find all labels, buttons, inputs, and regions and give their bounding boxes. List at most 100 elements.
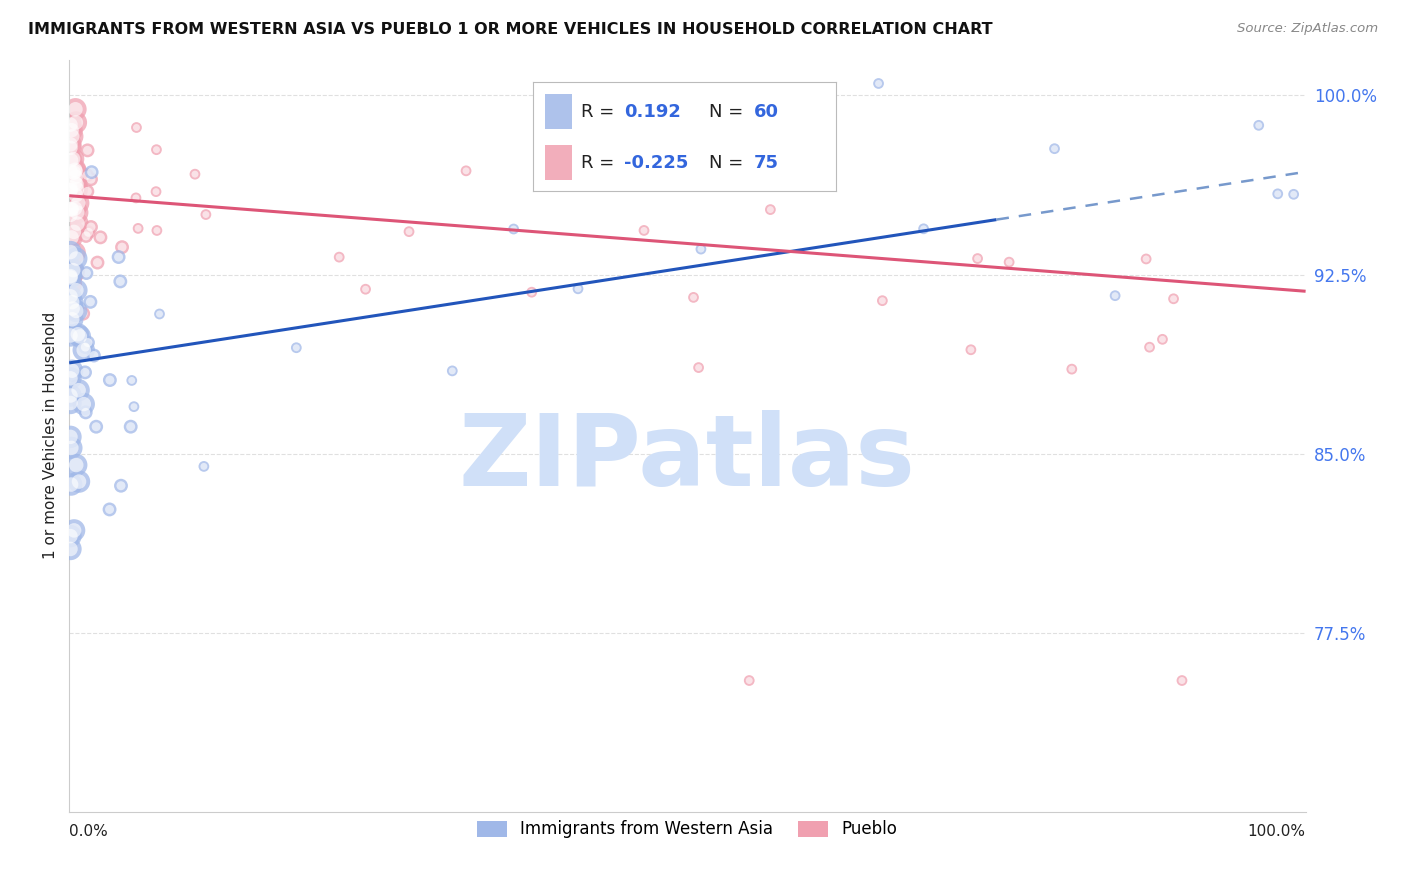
Point [59,270,82,285]
Point [59,388,82,402]
Point [76,144,98,158]
Point [285,341,308,355]
Point [59,208,82,222]
Point [63,202,86,216]
Point [59,289,82,303]
Point [1171,673,1194,688]
Point [127,221,149,235]
Point [89,230,111,244]
Point [1163,292,1185,306]
Point [62,265,84,279]
Point [1152,332,1174,346]
Text: 100.0%: 100.0% [1247,824,1306,838]
Point [1282,187,1305,202]
Point [690,242,713,256]
Point [688,360,710,375]
Point [66,205,89,219]
Point [60,202,83,217]
Point [59,529,82,543]
Legend: Immigrants from Western Asia, Pueblo: Immigrants from Western Asia, Pueblo [471,814,904,845]
Point [67,475,90,489]
Point [63,162,86,177]
Point [67,475,90,489]
Point [59,371,82,385]
Point [63,166,86,180]
Point [60,129,83,144]
Point [194,208,217,222]
Point [759,202,782,217]
Point [59,396,82,410]
Point [69,329,91,343]
Point [520,285,543,300]
Text: 0.0%: 0.0% [69,824,108,838]
Point [59,541,82,556]
Point [502,222,524,236]
Point [398,225,420,239]
Point [73,365,96,379]
Point [80,172,103,186]
Point [59,137,82,152]
Point [111,240,134,254]
Point [62,152,84,166]
Point [454,164,477,178]
Point [75,340,97,354]
Point [122,400,145,414]
Point [79,294,101,309]
Point [148,307,170,321]
Point [73,343,96,357]
Point [83,349,105,363]
Point [75,405,97,419]
Point [62,301,84,316]
Point [1247,119,1270,133]
Point [145,143,167,157]
Text: IMMIGRANTS FROM WESTERN ASIA VS PUEBLO 1 OR MORE VEHICLES IN HOUSEHOLD CORRELATI: IMMIGRANTS FROM WESTERN ASIA VS PUEBLO 1… [28,22,993,37]
Point [60,441,83,455]
Point [65,115,87,129]
Point [75,405,97,419]
Point [872,293,894,308]
Point [63,162,86,177]
Point [107,250,129,264]
Point [1139,340,1161,354]
Point [146,223,169,237]
Point [76,185,98,199]
Point [60,364,83,378]
Point [193,459,215,474]
Point [65,102,87,116]
Point [62,263,84,277]
Point [66,327,89,342]
Point [60,202,83,216]
Point [75,266,97,280]
Point [759,202,782,217]
Point [285,341,308,355]
Point [110,275,132,289]
Point [328,250,350,264]
Point [1163,292,1185,306]
Point [60,312,83,326]
Point [65,164,87,178]
Point [59,277,82,291]
Point [66,217,89,231]
Point [59,164,82,178]
Text: ZIPatlas: ZIPatlas [458,409,915,507]
Point [72,307,94,321]
Point [60,153,83,168]
Point [63,176,86,190]
Point [80,165,103,179]
Point [98,373,121,387]
Point [63,176,86,190]
Point [688,360,710,375]
Point [60,123,83,137]
Point [194,208,217,222]
Point [75,266,97,280]
Point [65,283,87,297]
Point [122,400,145,414]
Point [59,180,82,194]
Point [125,191,148,205]
Point [80,165,103,179]
Point [145,143,167,157]
Point [107,250,129,264]
Point [502,222,524,236]
Point [60,129,83,144]
Point [125,120,148,135]
